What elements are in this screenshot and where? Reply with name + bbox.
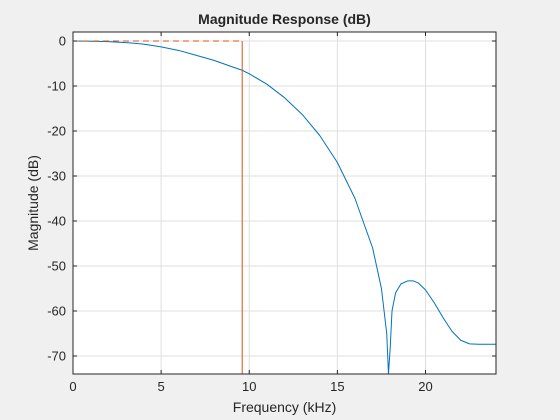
y-tick-label: -40 <box>47 214 66 229</box>
y-tick-label: -60 <box>47 304 66 319</box>
y-tick-label: -20 <box>47 124 66 139</box>
y-tick-label: 0 <box>59 34 66 49</box>
y-axis-label: Magnitude (dB) <box>25 155 41 251</box>
axes-box <box>72 31 497 375</box>
x-tick-label: 20 <box>418 379 432 394</box>
y-tick-label: -50 <box>47 259 66 274</box>
y-tick-label: -10 <box>47 79 66 94</box>
y-tick-label: -70 <box>47 349 66 364</box>
axes-background <box>73 32 496 374</box>
axis-ticks: 0 5 10 15 20 0 -10 -20 -30 -40 -50 -60 -70 <box>47 32 496 394</box>
chart-title: Magnitude Response (dB) <box>198 11 371 27</box>
plot-series <box>72 40 496 375</box>
x-tick-label: 15 <box>330 379 344 394</box>
grid-lines <box>73 32 496 374</box>
x-tick-label: 10 <box>242 379 256 394</box>
y-tick-label: -30 <box>47 169 66 184</box>
x-tick-label: 0 <box>69 379 76 394</box>
x-axis-label: Frequency (kHz) <box>233 399 336 415</box>
x-tick-label: 5 <box>158 379 165 394</box>
series-line-1 <box>72 40 496 375</box>
